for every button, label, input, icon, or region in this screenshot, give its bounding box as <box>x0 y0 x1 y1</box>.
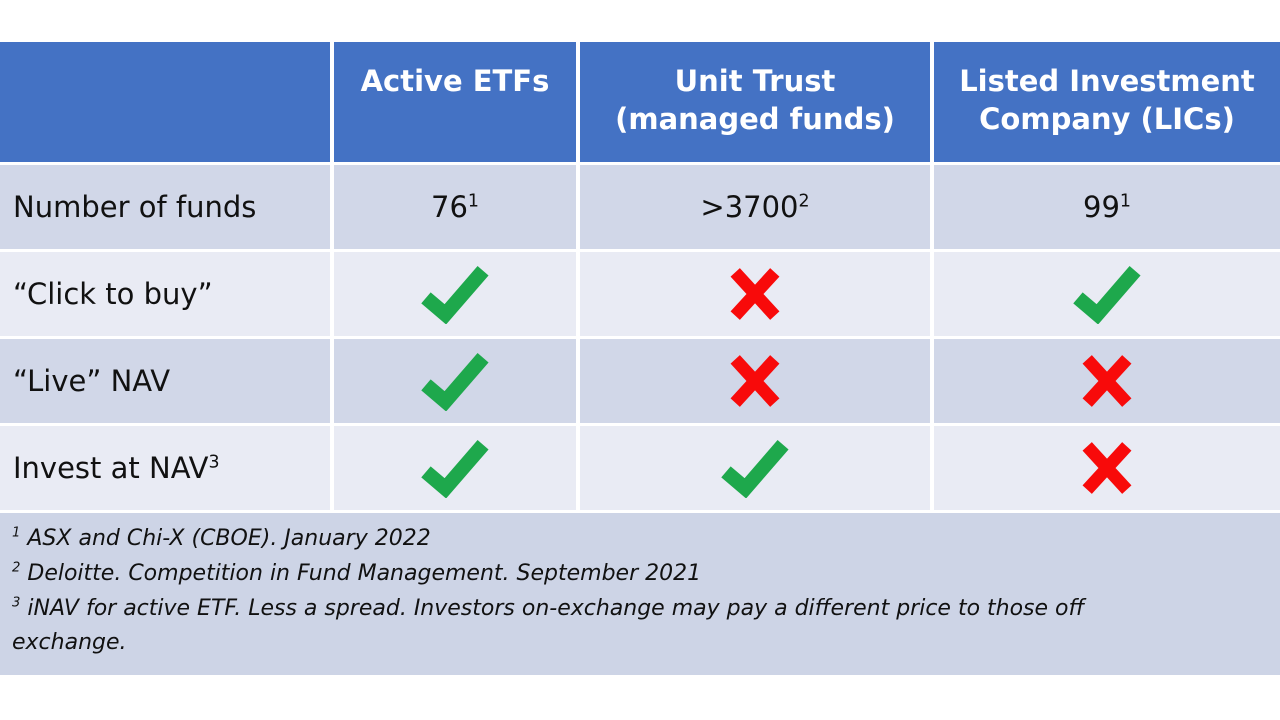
cell-livenav-lic-cross-icon <box>934 339 1280 423</box>
cell-livenav-active-etfs-check-icon <box>334 339 576 423</box>
header-unit-trust-line2: (managed funds) <box>615 102 895 137</box>
cross-icon <box>730 268 780 320</box>
cell-livenav-unit-trust-cross-icon <box>580 339 930 423</box>
row-label-live-nav: “Live” NAV <box>0 339 330 423</box>
header-active-etfs-label: Active ETFs <box>360 64 550 98</box>
check-icon <box>1073 266 1141 324</box>
check-icon <box>421 266 489 324</box>
cell-number-active-etfs: 761 <box>334 165 576 249</box>
row-label-text: Invest at NAV3 <box>13 451 220 485</box>
cell-click-active-etfs-check-icon <box>334 252 576 336</box>
value-text: 991 <box>1083 190 1131 224</box>
slide: Active ETFs Unit Trust (managed funds) L… <box>0 42 1280 675</box>
footnote-3: 3 iNAV for active ETF. Less a spread. In… <box>12 595 1085 656</box>
row-label-click-to-buy: “Click to buy” <box>0 252 330 336</box>
row-label-text: “Live” NAV <box>13 364 171 398</box>
footnotes: 1 ASX and Chi-X (CBOE). January 2022 2 D… <box>0 513 1280 675</box>
cross-icon <box>730 355 780 407</box>
check-icon <box>421 353 489 411</box>
check-icon <box>721 440 789 498</box>
cross-icon <box>1082 442 1132 494</box>
value-text: >37002 <box>700 190 810 224</box>
cell-investnav-unit-trust-check-icon <box>580 426 930 510</box>
footnote-2: 2 Deloitte. Competition in Fund Manageme… <box>12 560 702 586</box>
cell-number-unit-trust: >37002 <box>580 165 930 249</box>
cell-click-unit-trust-cross-icon <box>580 252 930 336</box>
cross-icon <box>1082 355 1132 407</box>
cell-click-lic-check-icon <box>934 252 1280 336</box>
header-cell-lic: Listed Investment Company (LICs) <box>934 42 1280 162</box>
cell-number-lic: 991 <box>934 165 1280 249</box>
row-label-text: Number of funds <box>13 190 257 224</box>
footnote-1: 1 ASX and Chi-X (CBOE). January 2022 <box>12 525 431 551</box>
header-cell-unit-trust: Unit Trust (managed funds) <box>580 42 930 162</box>
cell-investnav-lic-cross-icon <box>934 426 1280 510</box>
header-cell-active-etfs: Active ETFs <box>334 42 576 162</box>
header-unit-trust-line1: Unit Trust <box>674 64 836 98</box>
header-lic-line1: Listed Investment <box>959 64 1255 98</box>
row-label-number-of-funds: Number of funds <box>0 165 330 249</box>
header-lic-line2: Company (LICs) <box>979 102 1235 137</box>
check-icon <box>421 440 489 498</box>
row-label-invest-at-nav: Invest at NAV3 <box>0 426 330 510</box>
header-cell-blank <box>0 42 330 162</box>
comparison-table: Active ETFs Unit Trust (managed funds) L… <box>0 42 1280 675</box>
cell-investnav-active-etfs-check-icon <box>334 426 576 510</box>
value-text: 761 <box>431 190 479 224</box>
row-label-text: “Click to buy” <box>13 277 213 311</box>
